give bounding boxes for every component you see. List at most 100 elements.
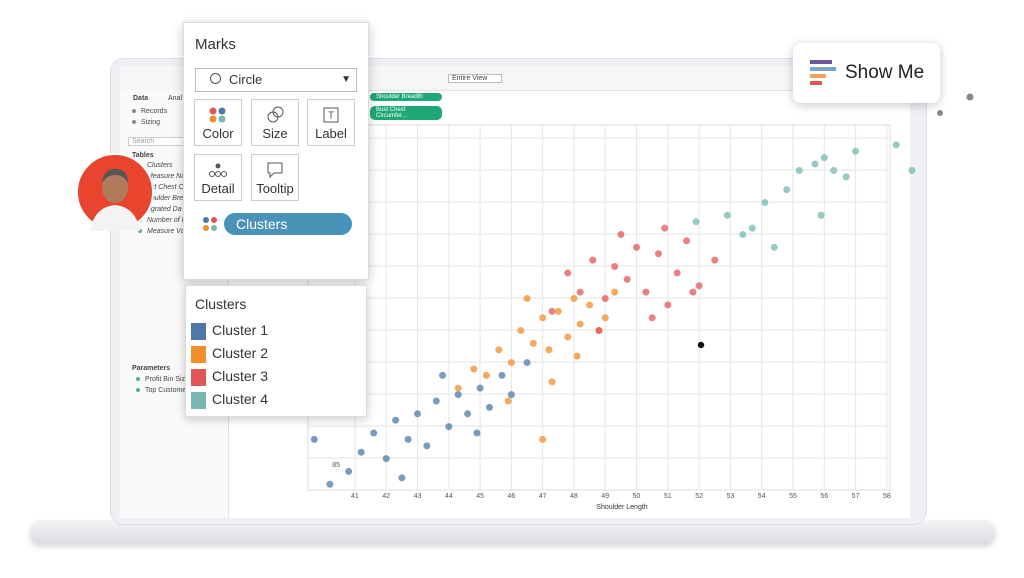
detail-button[interactable]: Detail	[194, 154, 242, 201]
clusters-pill[interactable]: Clusters	[224, 213, 352, 235]
x-tick-label: 48	[570, 493, 578, 500]
point	[633, 243, 641, 251]
x-tick-label: 43	[414, 493, 422, 500]
point	[648, 314, 656, 322]
x-tick-label: 41	[351, 493, 359, 500]
x-tick-label: 44	[445, 493, 453, 500]
pane-item-label: Records	[141, 108, 168, 115]
legend-label: Cluster 2	[212, 345, 269, 361]
tooltip-button[interactable]: Tooltip	[251, 154, 299, 201]
parameter-label: Top Custome	[145, 387, 187, 394]
fit-dropdown[interactable]: Entire View	[448, 74, 503, 83]
legend-entry: Cluster 3	[191, 367, 268, 390]
marks-card: Marks Circle ▼ Color Size T Label Detail …	[183, 22, 369, 280]
point	[398, 474, 406, 482]
legend-card: Clusters Cluster 1 Cluster 2 Cluster 3 Clus…	[185, 285, 367, 417]
point	[654, 250, 662, 258]
show-me-button[interactable]: Show Me	[793, 43, 940, 103]
x-tick-label: 46	[507, 493, 515, 500]
point	[830, 166, 838, 174]
point	[817, 211, 825, 219]
point	[495, 346, 503, 354]
point	[517, 327, 525, 335]
point	[445, 423, 453, 431]
button-label: Detail	[201, 181, 235, 196]
x-tick-label: 50	[633, 493, 641, 500]
field-label: Number of R	[147, 217, 187, 224]
point	[523, 295, 531, 303]
plot-frame	[307, 124, 891, 491]
pane-item: Records	[132, 108, 167, 119]
cursor	[696, 340, 706, 350]
point	[617, 231, 625, 238]
point	[576, 288, 584, 296]
point	[748, 224, 756, 232]
legend-swatch	[191, 368, 206, 386]
pane-item: Sizing	[132, 119, 167, 130]
point	[382, 455, 390, 463]
point	[485, 403, 493, 411]
heading: Tables	[132, 152, 154, 159]
field-label: houlder Bre	[147, 195, 184, 202]
legend-swatch	[191, 322, 206, 340]
point	[545, 346, 553, 354]
field-icon	[132, 109, 136, 114]
tab[interactable]: Anal	[168, 95, 183, 102]
legend-label: Cluster 1	[212, 322, 269, 338]
decor-dot	[937, 110, 943, 116]
point	[723, 211, 731, 219]
parameter-label: Profit Bin Siz	[145, 376, 186, 383]
point	[770, 243, 778, 251]
x-tick-label: 42	[382, 493, 390, 500]
size-button[interactable]: Size	[251, 99, 299, 146]
point	[414, 410, 422, 418]
color-button[interactable]: Color	[194, 99, 242, 146]
point	[852, 147, 860, 155]
point	[661, 224, 669, 232]
point	[564, 333, 572, 341]
point	[576, 320, 584, 328]
x-tick-label: 57	[852, 493, 860, 500]
y-tick-label: 85	[332, 462, 340, 469]
point	[504, 397, 512, 405]
point	[423, 442, 431, 450]
point	[589, 256, 597, 264]
x-tick-label: 45	[476, 493, 484, 500]
point	[539, 435, 547, 443]
parameter: Profit Bin Siz	[136, 376, 186, 387]
legend-swatch	[191, 391, 206, 409]
legend-label: Cluster 4	[212, 391, 269, 407]
avatar	[76, 153, 154, 231]
label-button[interactable]: T Label	[307, 99, 355, 146]
parameter: Top Custome	[136, 387, 186, 398]
mark-type-dropdown[interactable]: Circle ▼	[195, 68, 357, 92]
shelf-pill: Shoulder Breadth	[370, 93, 442, 101]
point	[611, 288, 619, 296]
point	[439, 371, 447, 379]
point	[454, 384, 462, 392]
point	[345, 467, 353, 475]
point	[507, 391, 515, 399]
tab[interactable]: Data	[133, 95, 149, 102]
decor-dot	[966, 93, 974, 101]
point	[570, 295, 578, 303]
x-tick-label: 55	[789, 493, 797, 500]
point	[357, 448, 365, 456]
x-tick-label: 53	[727, 493, 735, 500]
point	[564, 269, 572, 277]
point	[820, 154, 828, 162]
legend-entry: Cluster 2	[191, 344, 268, 367]
point	[908, 166, 916, 174]
point	[507, 359, 515, 367]
legend-entry: Cluster 4	[191, 390, 268, 413]
point	[623, 275, 631, 283]
field-label: Clusters	[147, 162, 173, 169]
point	[310, 435, 318, 443]
point	[601, 314, 609, 322]
mark-type: Circle	[229, 72, 263, 87]
point	[689, 288, 697, 296]
point	[404, 435, 412, 443]
point	[611, 263, 619, 271]
show-me-label: Show Me	[845, 62, 925, 83]
